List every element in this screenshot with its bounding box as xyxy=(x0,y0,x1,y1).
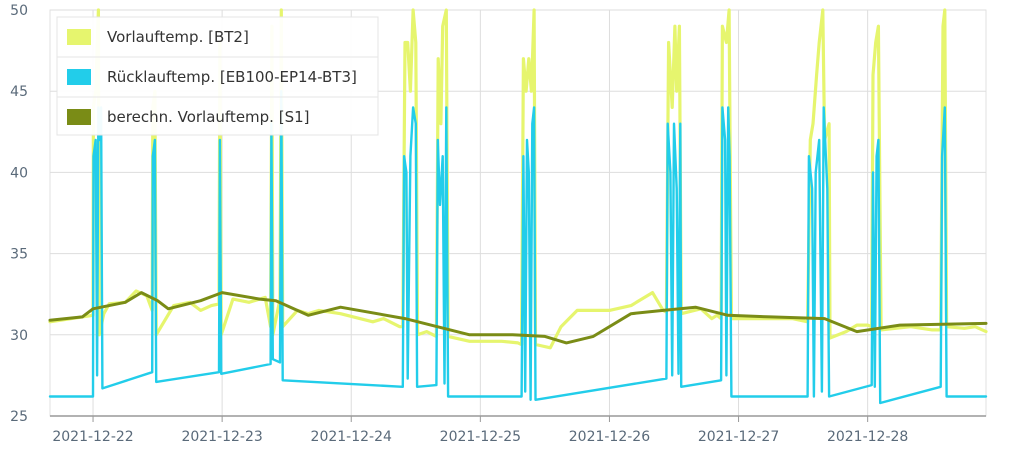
y-tick-label: 35 xyxy=(10,247,28,263)
legend-swatch-bt2 xyxy=(67,29,91,45)
y-tick-label: 30 xyxy=(10,328,28,344)
x-tick-label: 2021-12-25 xyxy=(440,429,521,445)
legend-swatch-bt3 xyxy=(67,69,91,85)
legend-label-s1: berechn. Vorlauftemp. [S1] xyxy=(107,108,310,126)
y-tick-label: 45 xyxy=(10,84,28,100)
series-line-s1 xyxy=(48,291,988,345)
chart-series xyxy=(48,8,988,405)
x-tick-label: 2021-12-24 xyxy=(311,429,392,445)
series-line-bt3 xyxy=(48,90,988,405)
chart-legend: Vorlauftemp. [BT2] Rücklauftemp. [EB100-E… xyxy=(56,16,379,136)
legend-label-bt3: Rücklauftemp. [EB100-EP14-BT3] xyxy=(107,68,357,86)
x-tick-label: 2021-12-28 xyxy=(827,429,908,445)
legend-box xyxy=(56,16,379,136)
y-tick-label: 25 xyxy=(10,409,28,425)
chart-axes: 25 30 35 40 45 50 2021-12-22 2021-12-23 2021-12-… xyxy=(10,3,986,445)
x-tick-label: 2021-12-27 xyxy=(698,429,779,445)
x-tick-label: 2021-12-23 xyxy=(181,429,262,445)
legend-label-bt2: Vorlauftemp. [BT2] xyxy=(107,28,249,46)
y-tick-label: 40 xyxy=(10,165,28,181)
y-tick-label: 50 xyxy=(10,3,28,19)
legend-swatch-s1 xyxy=(67,109,91,125)
x-tick-label: 2021-12-26 xyxy=(569,429,650,445)
x-tick-label: 2021-12-22 xyxy=(52,429,133,445)
